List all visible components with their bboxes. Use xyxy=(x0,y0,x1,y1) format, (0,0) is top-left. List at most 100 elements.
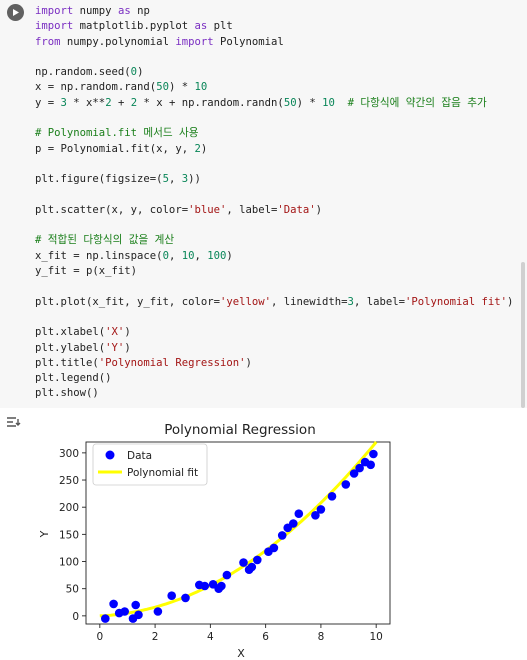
code-token: x = np.random.rand( xyxy=(35,81,157,94)
code-line[interactable]: y_fit = p(x_fit) xyxy=(35,264,513,279)
code-line[interactable]: x = np.random.rand(50) * 10 xyxy=(35,80,513,95)
code-line[interactable]: np.random.seed(0) xyxy=(35,65,513,80)
code-token: 'blue' xyxy=(188,203,227,216)
legend-label-data: Data xyxy=(127,450,152,462)
code-line[interactable] xyxy=(35,157,513,172)
scatter-point xyxy=(134,610,143,620)
code-token: Polynomial xyxy=(213,35,284,48)
legend-label-fit: Polynomial fit xyxy=(127,467,198,479)
code-token: ) xyxy=(245,356,252,369)
code-line[interactable] xyxy=(35,188,513,203)
code-token: 50 xyxy=(283,96,297,109)
code-cell[interactable]: import numpy as np import matplotlib.pypl… xyxy=(0,0,527,408)
code-token: plt.plot(x_fit, y_fit, color= xyxy=(35,295,220,308)
code-token: ) xyxy=(507,295,514,308)
code-token: 'yellow' xyxy=(219,295,271,308)
code-line[interactable]: plt.xlabel('X') xyxy=(35,325,513,340)
code-line[interactable] xyxy=(35,111,513,126)
code-token: numpy xyxy=(73,5,118,17)
scatter-point xyxy=(369,449,378,459)
y-tick-label: 150 xyxy=(59,529,79,541)
code-token: np xyxy=(130,5,150,17)
code-token: # Polynomial.fit 메서드 사용 xyxy=(35,127,199,140)
code-token: 10 xyxy=(194,81,208,94)
code-line[interactable]: import matplotlib.pyplot as plt xyxy=(35,19,513,34)
legend-marker-data xyxy=(105,450,115,460)
code-token: 0 xyxy=(130,66,138,79)
plot-output: Polynomial Regression 0 2 4 6 8 1005010015020… xyxy=(38,422,391,660)
scatter-point xyxy=(277,531,287,540)
scatter-point xyxy=(222,570,232,580)
code-token: 'X' xyxy=(105,326,125,339)
code-token: 100 xyxy=(207,249,227,262)
code-token: 50 xyxy=(156,81,169,94)
code-editor[interactable]: import numpy as np import matplotlib.pypl… xyxy=(35,4,513,402)
code-line[interactable] xyxy=(35,218,513,233)
code-line[interactable]: # 적합된 다항식의 값을 계산 xyxy=(35,233,513,248)
scatter-point xyxy=(294,509,304,518)
code-token: x_fit = np.linspace( xyxy=(35,249,163,262)
code-line[interactable]: plt.plot(x_fit, y_fit, color='yellow', l… xyxy=(35,295,513,310)
scatter-point xyxy=(316,505,326,514)
code-line[interactable]: import numpy as np xyxy=(35,4,513,19)
code-token: as xyxy=(194,20,208,33)
code-line[interactable]: p = Polynomial.fit(x, y, 2) xyxy=(35,142,513,157)
code-line[interactable]: plt.title('Polynomial Regression') xyxy=(35,356,513,371)
scatter-point xyxy=(289,519,298,528)
code-token: from xyxy=(35,35,61,48)
code-token: plt.figure(figsize=( xyxy=(35,173,163,186)
code-line[interactable] xyxy=(35,310,513,325)
y-tick-label: 0 xyxy=(72,611,79,623)
code-token: 5 xyxy=(162,173,169,186)
y-tick-label: 50 xyxy=(66,584,79,596)
code-token: )) xyxy=(188,173,201,186)
code-line[interactable]: plt.ylabel('Y') xyxy=(35,341,513,356)
code-line[interactable] xyxy=(35,50,513,65)
code-line[interactable]: plt.scatter(x, y, color='blue', label='D… xyxy=(35,203,513,218)
code-token: matplotlib.pyplot xyxy=(73,20,195,33)
scatter-point xyxy=(239,558,248,567)
code-line[interactable]: y = 3 * x**2 + 2 * x + np.random.randn(5… xyxy=(35,96,513,111)
code-token: y = xyxy=(35,96,61,109)
code-line[interactable]: plt.figure(figsize=(5, 3)) xyxy=(35,172,513,187)
code-token: plt xyxy=(207,20,233,33)
scatter-point xyxy=(247,562,257,572)
code-line[interactable]: # Polynomial.fit 메서드 사용 xyxy=(35,126,513,141)
code-token: 2 xyxy=(194,142,201,155)
code-token: 3 xyxy=(60,96,67,109)
scatter-point xyxy=(181,593,190,603)
code-line[interactable]: from numpy.polynomial import Polynomial xyxy=(35,35,513,50)
scatter-point xyxy=(253,555,262,565)
scatter-point xyxy=(217,581,226,591)
scatter-point xyxy=(153,607,163,616)
code-token: # 적합된 다항식의 값을 계산 xyxy=(35,234,175,247)
y-tick-label: 250 xyxy=(59,475,79,487)
code-token: 2 xyxy=(105,96,112,109)
code-line[interactable]: plt.legend() xyxy=(35,371,513,386)
y-tick-label: 300 xyxy=(59,448,79,460)
scatter-point xyxy=(109,599,118,609)
code-token: 10 xyxy=(181,249,195,262)
x-tick-label: 2 xyxy=(152,631,159,643)
code-token: p = Polynomial.fit(x, y, xyxy=(35,142,195,155)
y-axis-label: Y xyxy=(38,530,51,538)
output-toggle-icon[interactable] xyxy=(6,414,22,428)
scatter-point xyxy=(327,492,337,501)
code-token: , xyxy=(194,249,208,262)
play-icon xyxy=(13,9,19,16)
code-line[interactable]: x_fit = np.linspace(0, 10, 100) xyxy=(35,249,513,264)
scatter-point xyxy=(355,463,364,473)
scatter-point xyxy=(311,511,320,520)
run-cell-button[interactable] xyxy=(7,4,24,21)
scatter-point xyxy=(101,614,110,623)
code-token: import xyxy=(35,20,74,33)
code-line[interactable]: plt.show() xyxy=(35,386,513,401)
code-scrollbar[interactable] xyxy=(521,262,525,408)
code-line[interactable] xyxy=(35,279,513,294)
code-token: ) xyxy=(124,341,131,354)
code-token: 'Polynomial Regression' xyxy=(98,356,246,369)
scatter-point xyxy=(366,460,376,470)
code-token: , xyxy=(168,173,182,186)
scatter-layer xyxy=(101,449,378,623)
code-token: ) xyxy=(124,326,131,339)
